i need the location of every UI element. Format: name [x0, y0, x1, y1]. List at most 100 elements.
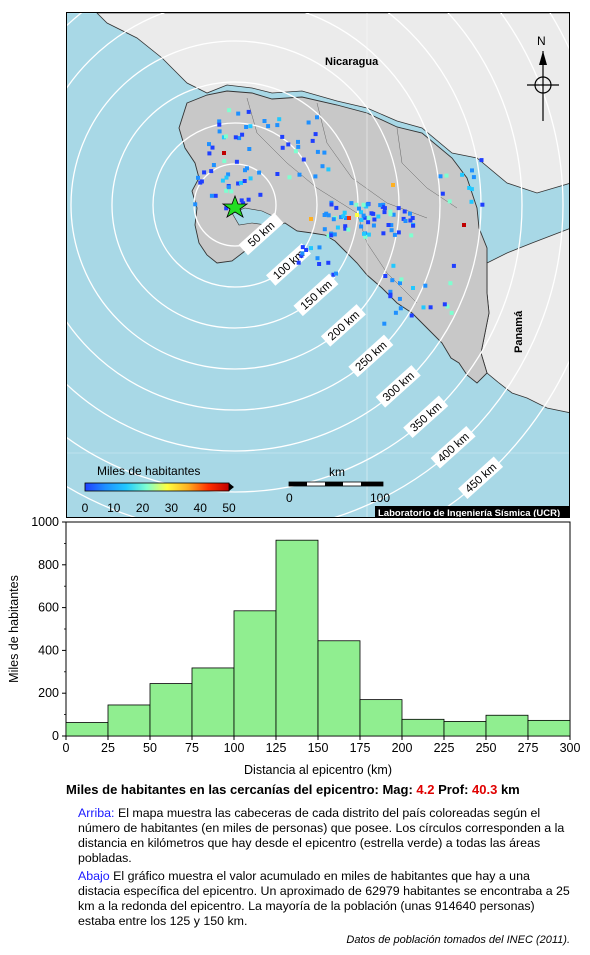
population-point: [317, 262, 322, 266]
population-point: [229, 189, 234, 194]
population-point: [381, 231, 386, 236]
population-point: [322, 150, 327, 155]
x-tick-label: 100: [224, 741, 245, 755]
population-point: [310, 138, 315, 143]
population-point: [332, 232, 337, 237]
population-point: [349, 201, 354, 206]
population-point: [447, 199, 452, 204]
y-ticks: 0 200 400 600 800 1000: [31, 515, 66, 743]
population-point: [402, 209, 407, 214]
population-point: [382, 210, 387, 215]
population-point: [237, 136, 242, 141]
population-point: [329, 233, 334, 238]
histogram-bars: [65, 539, 571, 737]
histogram-bar: [149, 683, 193, 737]
population-point: [438, 174, 443, 179]
population-point: [209, 169, 214, 174]
population-point: [240, 132, 245, 137]
y-tick-label: 600: [38, 601, 59, 615]
population-point: [381, 202, 386, 207]
histogram-bar: [191, 667, 235, 737]
abajo-lead: Abajo: [78, 869, 110, 883]
population-point: [331, 272, 336, 277]
population-point: [241, 201, 246, 206]
y-tick-label: 0: [52, 729, 59, 743]
population-point: [423, 283, 428, 288]
scale-bar: [288, 481, 384, 487]
population-point: [236, 111, 241, 116]
x-tick-label: 25: [101, 741, 115, 755]
population-point: [258, 192, 263, 197]
nicaragua-label: Nicaragua: [325, 56, 379, 68]
population-point: [396, 230, 401, 235]
population-point: [286, 142, 291, 147]
population-histogram: 0 25 50 75 100 125 150 175 200 225 250 275 300 0 200 4…: [7, 515, 580, 777]
population-point: [207, 142, 211, 147]
population-point: [398, 281, 402, 286]
population-point: [262, 119, 267, 123]
population-point-high: [309, 217, 313, 221]
population-point: [388, 289, 393, 294]
population-point: [280, 134, 285, 139]
population-point: [322, 227, 327, 232]
x-tick-label: 125: [266, 741, 287, 755]
population-point: [339, 215, 343, 220]
distance-ring: [152, 122, 318, 288]
arriba-lead: Arriba:: [78, 806, 115, 820]
population-point: [408, 218, 413, 223]
population-point: [242, 179, 247, 183]
caption-title-prefix: Miles de habitantes en las cercanías del…: [66, 782, 417, 797]
population-point: [444, 173, 449, 178]
population-points: [193, 108, 485, 326]
arriba-text: El mapa muestra las cabeceras de cada di…: [78, 806, 565, 865]
population-point: [236, 181, 241, 186]
population-point: [398, 306, 403, 311]
population-point: [315, 256, 320, 261]
population-point: [460, 172, 465, 177]
population-point: [226, 185, 231, 190]
population-point: [299, 253, 304, 258]
population-point-high: [355, 213, 359, 217]
epicenter-star-icon: [221, 194, 249, 218]
population-point: [388, 212, 393, 217]
population-point: [354, 202, 359, 207]
population-point: [409, 313, 414, 318]
population-point: [380, 204, 385, 209]
legend-gradient: [84, 482, 230, 492]
population-point: [300, 251, 305, 256]
legend-tick: 50: [222, 501, 236, 515]
population-point: [359, 217, 364, 222]
population-point: [210, 145, 215, 150]
population-point: [326, 233, 331, 238]
histogram-bar: [65, 722, 109, 737]
legend-tick: 0: [82, 501, 89, 515]
legend-tick: 10: [107, 501, 121, 515]
histogram-bar: [359, 699, 403, 737]
scale-tick-100: 100: [370, 491, 390, 505]
population-point: [234, 159, 239, 164]
histogram-bar: [275, 539, 319, 737]
population-point: [266, 124, 271, 129]
legend-arrow-icon: [229, 483, 234, 491]
population-point: [277, 117, 282, 122]
histogram-bar: [107, 704, 151, 737]
population-point: [224, 175, 229, 180]
y-tick-label: 200: [38, 686, 59, 700]
population-point: [315, 115, 319, 120]
population-point: [343, 226, 348, 231]
histogram-bar: [527, 719, 571, 737]
caption-title: Miles de habitantes en las cercanías del…: [66, 782, 520, 797]
population-point: [364, 204, 369, 209]
x-axis-label: Distancia al epicentro (km): [244, 763, 392, 777]
population-point: [376, 214, 381, 219]
population-point: [382, 206, 387, 211]
population-point: [220, 178, 225, 183]
population-point: [209, 193, 214, 198]
legend-ticks: 0 10 20 30 40 50: [82, 501, 236, 515]
population-point: [391, 212, 396, 217]
population-point: [313, 174, 318, 179]
population-point: [363, 234, 368, 239]
population-point: [217, 129, 222, 134]
distance-ring: [67, 13, 441, 411]
